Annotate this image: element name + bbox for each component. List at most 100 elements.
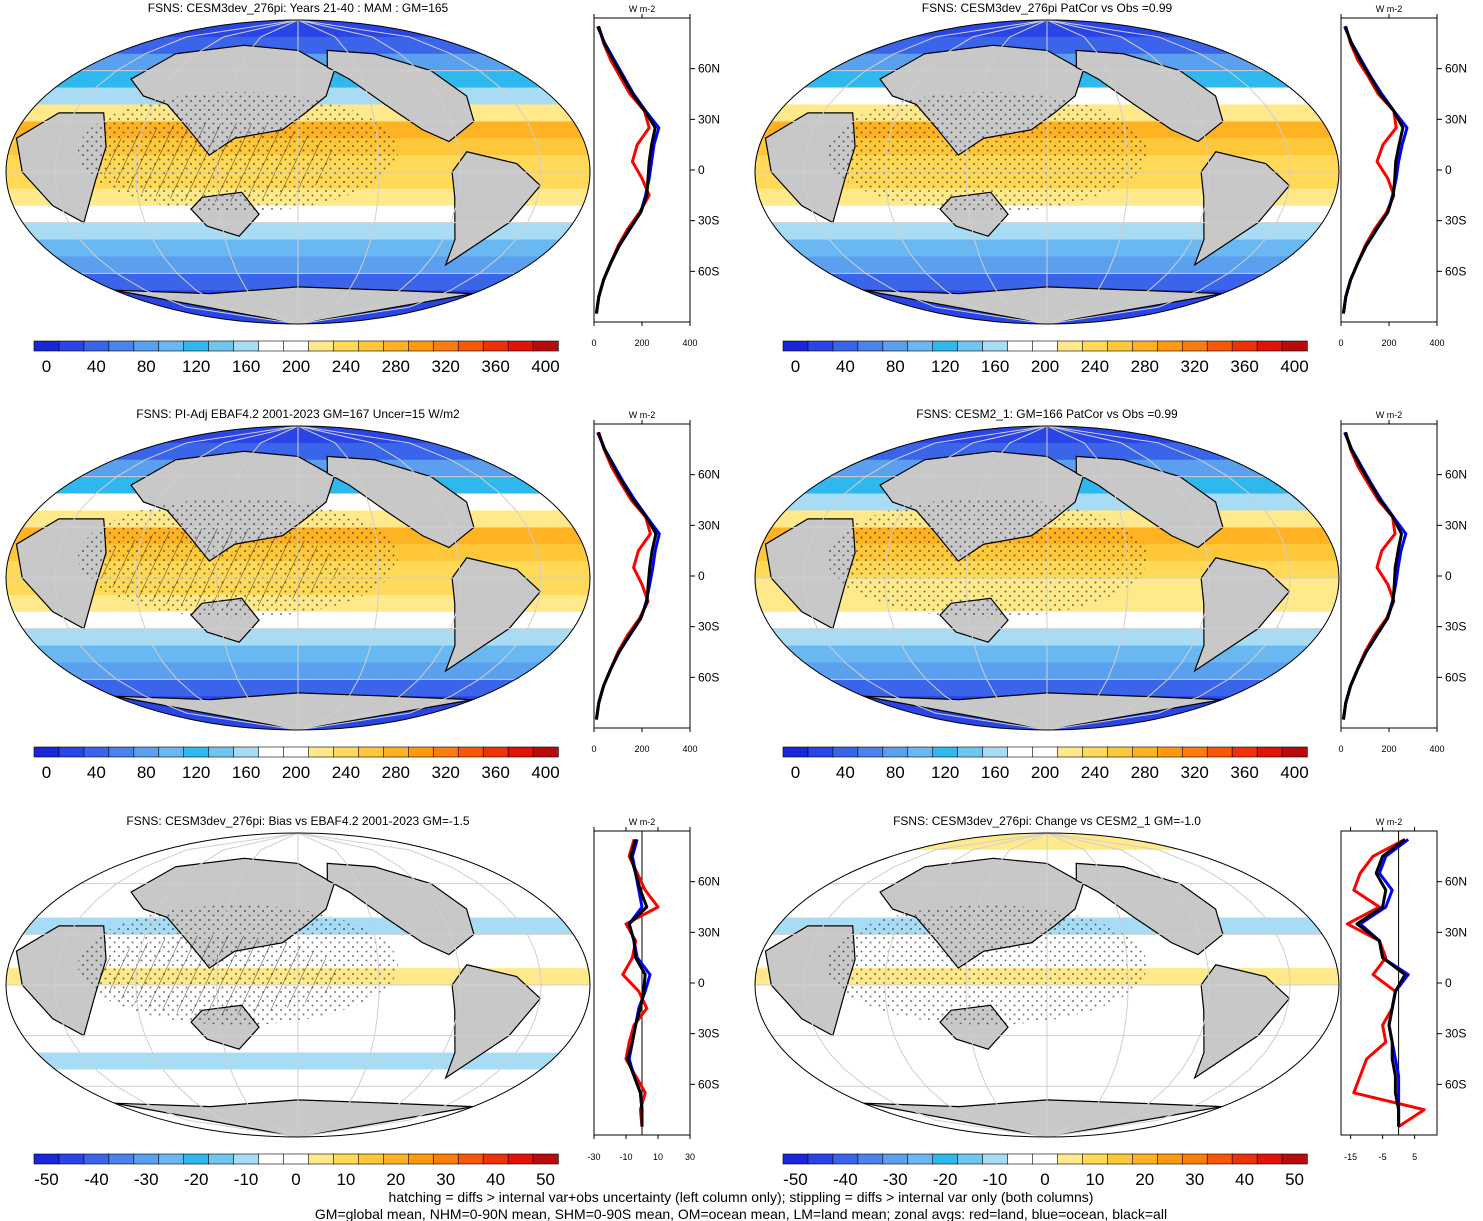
colorbar-swatch (283, 340, 310, 352)
colorbar-swatch (133, 1153, 160, 1165)
colorbar-swatch (407, 1153, 434, 1165)
colorbar-swatch (108, 746, 135, 758)
colorbar-swatch (1156, 340, 1183, 352)
colorbar-swatch (832, 340, 859, 352)
colorbar-swatch (158, 1153, 185, 1165)
colorbar-tick-label: 400 (531, 763, 559, 782)
colorbar: -50 -40 -30 -20 -10 0 10 20 30 40 50 (33, 1153, 559, 1189)
colorbar-swatch (183, 746, 210, 758)
colorbar-swatch (982, 1153, 1009, 1165)
colorbar-swatch (807, 746, 834, 758)
colorbar-swatch (957, 746, 984, 758)
graticule-lon (1046, 426, 1210, 730)
profile-line-all (594, 25, 657, 314)
profile-ytick-label: 30N (1445, 518, 1467, 532)
graticule-lon (1046, 20, 1129, 324)
colorbar: 0 40 80 120 160 200 240 280 320 360 400 (33, 340, 560, 376)
colorbar-swatch (482, 746, 509, 758)
colorbar-tick-label: 120 (931, 357, 959, 376)
colorbar-tick-label: 400 (1280, 763, 1308, 782)
colorbar-tick-label: 30 (436, 1170, 455, 1189)
colorbar-tick-label: 0 (291, 1170, 300, 1189)
profile-ytick-label: 30N (698, 925, 720, 939)
colorbar-tick-label: 280 (382, 357, 410, 376)
profile-ytick-label: 60S (1445, 670, 1466, 684)
continent-antarctica (114, 286, 474, 324)
colorbar-swatch (108, 340, 135, 352)
profile-line-all (1341, 431, 1403, 720)
profile-ytick-label: 30N (698, 518, 720, 532)
graticule-lon (54, 426, 299, 730)
panel-title: FSNS: PI-Adj EBAF4.2 2001-2023 GM=167 Un… (136, 407, 460, 421)
profile-line-land (621, 838, 660, 1127)
profile-unit: W m-2 (1376, 410, 1403, 420)
colorbar-swatch (857, 340, 884, 352)
graticule-lon (135, 20, 299, 324)
colorbar-swatch (208, 340, 235, 352)
colorbar-swatch (1181, 1153, 1208, 1165)
panel-6: FSNS: CESM3dev_276pi: Change vs CESM2_1 … (754, 814, 1467, 1189)
colorbar-tick-label: 80 (886, 357, 905, 376)
colorbar-tick-label: -40 (84, 1170, 109, 1189)
colorbar-swatch (1256, 746, 1283, 758)
graticule-lon (1046, 426, 1291, 730)
colorbar-swatch (432, 340, 459, 352)
panel-2: FSNS: CESM3dev_276pi PatCor vs Obs =0.99… (754, 1, 1467, 376)
profile-xtick-label: 5 (1412, 1152, 1417, 1162)
graticule-lon (297, 833, 380, 1137)
profile-unit: W m-2 (629, 4, 656, 14)
profile-ytick-label: 30N (1445, 112, 1467, 126)
colorbar-swatch (83, 1153, 110, 1165)
colorbar-swatch (882, 746, 909, 758)
continent-antarctica (114, 692, 474, 730)
graticule-lon (297, 426, 461, 730)
colorbar-tick-label: -40 (833, 1170, 858, 1189)
colorbar-swatch (133, 340, 160, 352)
colorbar-swatch (782, 340, 809, 352)
profile-line-all (626, 838, 649, 1127)
colorbar-tick-label: 120 (182, 763, 210, 782)
graticule-lon (297, 833, 542, 1137)
profile-line-all (594, 431, 658, 720)
graticule-lon (1046, 833, 1210, 1137)
map-border (754, 832, 1340, 1138)
profile-xtick-label: 400 (1429, 338, 1444, 348)
profile-unit: W m-2 (629, 410, 656, 420)
colorbar-swatch (333, 1153, 360, 1165)
zonal-profile: 60N 30N 0 30S 60S 0 200 400 W m-2 (591, 410, 720, 754)
colorbar-swatch (158, 340, 185, 352)
profile-ytick-label: 60N (1445, 468, 1467, 482)
continent-antarctica (114, 1099, 474, 1137)
graticule-lon (297, 833, 461, 1137)
colorbar-swatch (532, 1153, 559, 1165)
colorbar-swatch (1256, 340, 1283, 352)
continent-s-america (1193, 151, 1291, 267)
stippling (827, 498, 1147, 618)
colorbar-tick-label: 200 (1031, 357, 1059, 376)
colorbar: 0 40 80 120 160 200 240 280 320 360 400 (33, 746, 560, 782)
colorbar-tick-label: 400 (1280, 357, 1308, 376)
colorbar-swatch (407, 340, 434, 352)
colorbar-tick-label: 360 (1230, 763, 1258, 782)
colorbar-swatch (333, 746, 360, 758)
colorbar-swatch (233, 340, 260, 352)
map-border (5, 19, 591, 325)
zonal-profile: 60N 30N 0 30S 60S 0 200 400 W m-2 (1338, 4, 1467, 348)
profile-ytick-label: 60N (698, 875, 720, 889)
colorbar-tick-label: 240 (332, 357, 360, 376)
continent-s-america (1193, 557, 1291, 673)
panel-title: FSNS: CESM3dev_276pi PatCor vs Obs =0.99 (922, 1, 1173, 15)
profile-xtick-label: 200 (634, 338, 649, 348)
colorbar-tick-label: 360 (481, 357, 509, 376)
colorbar-swatch (258, 1153, 285, 1165)
profile-ytick-label: 30S (1445, 1027, 1466, 1041)
colorbar-tick-label: 360 (481, 763, 509, 782)
profile-xtick-label: 200 (1381, 744, 1396, 754)
graticule-lon (54, 20, 299, 324)
colorbar-swatch (1057, 340, 1084, 352)
colorbar-swatch (333, 340, 360, 352)
colorbar-swatch (58, 746, 85, 758)
colorbar-tick-label: 40 (87, 357, 106, 376)
profile-ytick-label: 60N (1445, 875, 1467, 889)
profile-ytick-label: 60S (698, 264, 719, 278)
